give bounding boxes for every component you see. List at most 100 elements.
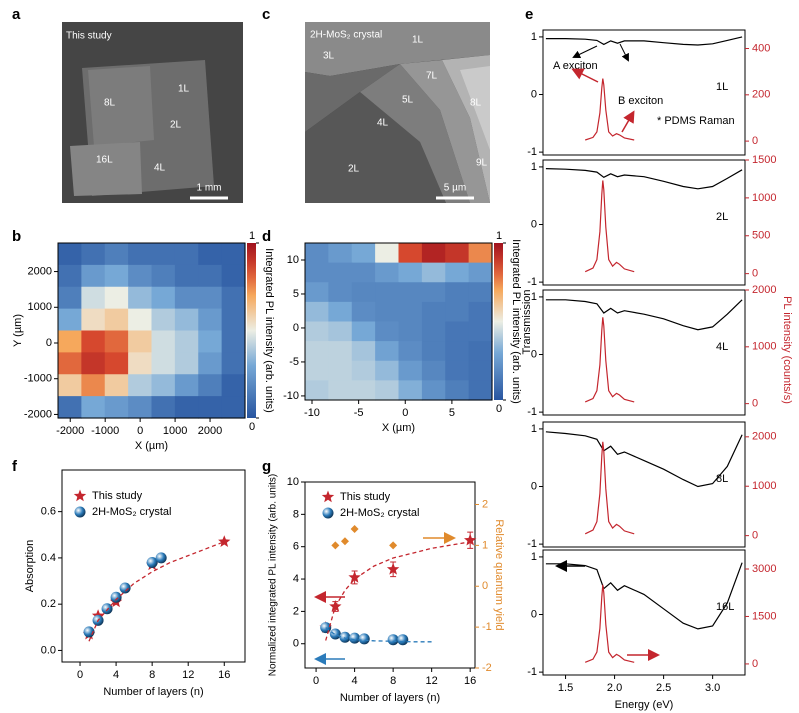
heatmap-cell — [375, 341, 400, 362]
panel-letter: f — [12, 458, 18, 475]
panel-letter: g — [262, 458, 271, 475]
x-tick-label: 0 — [402, 407, 408, 419]
data-point — [358, 633, 370, 645]
heatmap-cell — [375, 243, 400, 264]
heatmap-cell — [198, 264, 223, 288]
image-label: 2L — [170, 120, 182, 131]
heatmap-cell — [398, 380, 423, 401]
y-tick-label: 0 — [293, 322, 299, 334]
heatmap-cell — [221, 374, 246, 397]
heatmap-cell — [104, 243, 129, 266]
y-tick-label: 0.6 — [41, 506, 56, 518]
x-tick-label: -1000 — [91, 425, 119, 437]
heatmap-cell — [81, 308, 106, 332]
heatmap-cell — [445, 262, 470, 283]
plot-frame — [57, 242, 246, 419]
data-point — [350, 525, 359, 534]
y2-tick-label: 200 — [752, 89, 770, 101]
data-point — [320, 622, 332, 634]
scale-bar-label: 1 mm — [197, 183, 222, 194]
y-tick-label: 1 — [531, 291, 537, 303]
heatmap-cell — [398, 301, 423, 323]
x-tick-label: 16 — [218, 669, 230, 681]
colorbar-label: Integrated PL intensity (arb. units) — [510, 239, 522, 404]
image-label: 4L — [154, 163, 166, 174]
colorbar-tick-label: 0 — [496, 403, 502, 415]
pl-spectrum — [584, 584, 635, 663]
heatmap-cell — [58, 243, 82, 266]
heatmap-cell — [305, 380, 329, 401]
heatmap-cell — [81, 264, 106, 288]
data-point — [339, 631, 351, 643]
y-tick-label: -1 — [527, 538, 537, 550]
data-point — [331, 541, 340, 550]
y-tick-label: -1 — [527, 146, 537, 158]
heatmap-cell — [328, 341, 353, 362]
y-tick-label: 5 — [293, 288, 299, 300]
heatmap-cell — [174, 286, 199, 310]
heatmap-cell — [351, 301, 376, 323]
heatmap-cell — [174, 243, 199, 266]
layer-label: 4L — [716, 341, 728, 353]
heatmap-cell — [104, 264, 129, 288]
y-tick-label: 0 — [531, 88, 537, 100]
y-tick-label: 1 — [531, 551, 537, 563]
y-axis-label: Normalized integrated PL intensity (arb.… — [268, 474, 279, 677]
heatmap-cell — [375, 262, 400, 283]
arrow — [621, 110, 635, 133]
heatmap-cell — [398, 243, 423, 264]
y-tick-label: -1 — [527, 276, 537, 288]
heatmap-cell — [421, 321, 446, 342]
heatmap-cell — [104, 374, 129, 397]
heatmap-cell — [174, 374, 199, 397]
image-label: 8L — [470, 98, 482, 109]
image-label: 16L — [96, 155, 113, 166]
y2-tick-label: 0 — [752, 398, 758, 410]
y-tick-label: 2000 — [28, 265, 52, 277]
plot-frame — [542, 29, 746, 156]
heatmap-cell — [128, 308, 153, 332]
heatmap-cell — [398, 282, 423, 303]
y-tick-label: 0.0 — [41, 644, 56, 656]
annotation: A exciton — [553, 60, 598, 72]
heatmap-cell — [445, 360, 470, 381]
heatmap-cell — [81, 374, 106, 397]
heatmap-cell — [398, 360, 423, 381]
x-tick-label: 0 — [77, 669, 83, 681]
heatmap-cell — [351, 243, 376, 264]
fit-line — [88, 541, 225, 642]
x-axis-label: Energy (eV) — [615, 699, 674, 711]
transmission-spectrum — [545, 168, 743, 190]
heatmap-cell — [421, 360, 446, 381]
heatmap-cell — [128, 264, 153, 288]
heatmap-cell — [81, 286, 106, 310]
x-tick-label: 12 — [182, 669, 194, 681]
y-tick-label: 2 — [293, 605, 299, 617]
y-tick-label: 0 — [531, 218, 537, 230]
data-point — [464, 533, 477, 546]
image-label: 1L — [412, 35, 424, 46]
region — [305, 92, 446, 203]
plot-frame — [542, 289, 746, 416]
legend-marker — [74, 506, 86, 518]
heatmap-cell — [58, 396, 82, 419]
data-point — [397, 634, 409, 646]
image-label: 3L — [323, 51, 335, 62]
heatmap-cell — [445, 341, 470, 362]
y-tick-label: 1 — [531, 423, 537, 435]
x-tick-label: 16 — [464, 675, 476, 687]
x-tick-label: -5 — [354, 407, 364, 419]
y2-tick-label: 0 — [752, 135, 758, 147]
heatmap-cell — [305, 243, 329, 264]
image-label: This study — [66, 31, 112, 42]
y2-tick-label: 500 — [752, 230, 770, 242]
heatmap-cell — [128, 330, 153, 353]
y2-tick-label: 2000 — [752, 431, 776, 443]
y-tick-label: 0.4 — [41, 552, 56, 564]
heatmap-cell — [128, 286, 153, 310]
heatmap-cell — [398, 262, 423, 283]
heatmap-cell — [221, 264, 246, 288]
x-tick-label: 4 — [352, 675, 358, 687]
pl-spectrum — [584, 441, 635, 535]
